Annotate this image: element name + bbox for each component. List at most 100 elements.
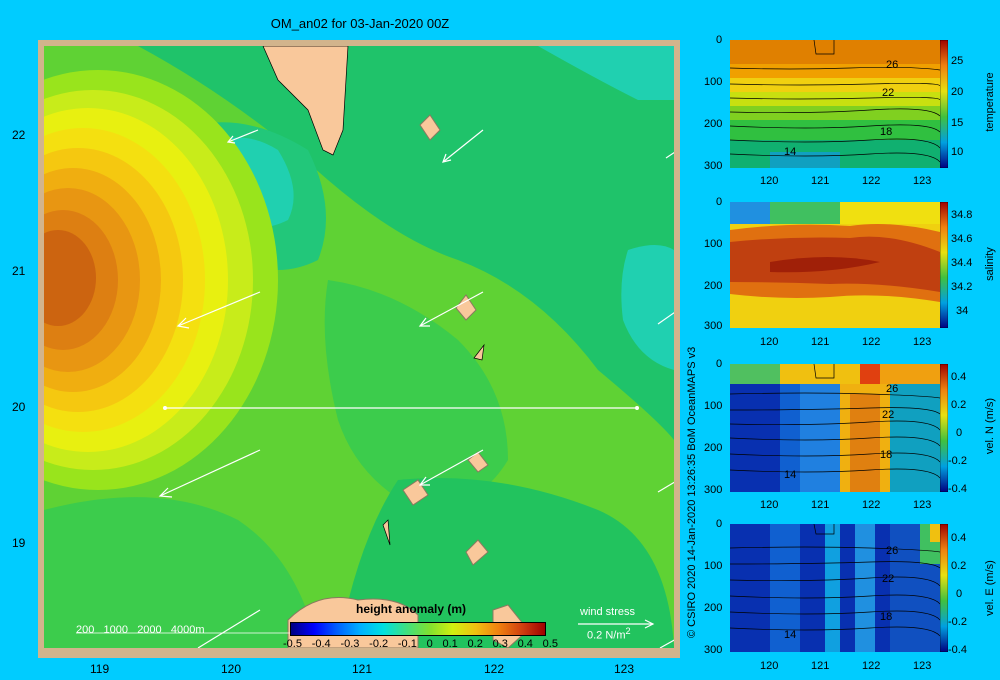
cbar-tick: 0.3 [492,638,508,650]
lat-tick-20: 20 [12,400,26,414]
cbar-tick: 0 [956,427,963,439]
lat-tick-19: 19 [12,536,26,550]
vel-north-label: vel. N (m/s) [984,397,996,455]
depth-tick: 200 [704,118,723,130]
lon-tick: 123 [913,660,932,672]
vel-east-label: vel. E (m/s) [984,560,996,616]
depth-tick: 0 [716,34,723,46]
depth-tick: 200 [704,280,723,292]
cbar-tick: -0.4 [948,644,967,656]
cbar-tick: 34.4 [951,257,973,269]
depth-tick: 300 [704,484,723,496]
cbar-tick: -0.2 [948,616,967,628]
cbar-tick: 0.2 [951,560,967,572]
cbar-tick: -0.2 [948,455,967,467]
vele-contour-26: 26 [886,545,899,557]
depth-tick: 300 [704,644,723,656]
depth-tick: 300 [704,160,723,172]
depth-tick: 100 [704,400,723,412]
cbar-tick: 20 [951,86,964,98]
cbar-tick: 0.2 [467,638,483,650]
lon-tick-122: 122 [484,662,505,676]
cbar-tick: -0.4 [948,483,967,495]
depth-4000: 4000m [170,624,205,636]
vele-contour-18: 18 [880,611,893,623]
cbar-tick: 34 [956,305,969,317]
temperature-colorbar [940,40,948,168]
cbar-tick: 25 [951,55,964,67]
cbar-tick: 15 [951,117,964,129]
colorbar-label: height anomaly (m) [356,602,467,616]
temp-contour-26: 26 [886,59,899,71]
cbar-tick: 34.8 [951,209,973,221]
wind-scale-sup: 2 [625,626,631,636]
wind-stress-arrows [158,129,674,648]
velocity-north-section [730,364,940,492]
temperature-label: temperature [984,72,996,132]
depth-1000: 1000 [103,624,129,636]
depth-tick: 0 [716,358,723,370]
temp-contour-14: 14 [784,146,797,158]
depth-tick: 100 [704,560,723,572]
salinity-colorbar [940,202,948,328]
cbar-tick: 0.4 [517,638,533,650]
lon-tick: 120 [760,336,779,348]
velocity-east-colorbar [940,524,948,652]
cbar-tick: 0.4 [951,532,967,544]
veln-contour-26: 26 [886,383,899,395]
wind-stress-scale: 0.2 N/m2 [587,626,631,642]
cbar-tick: 10 [951,146,964,158]
depth-legend: 200 1000 2000 4000m [76,624,204,636]
cbar-tick: -0.2 [369,638,389,650]
depth-tick: 200 [704,602,723,614]
lon-tick: 123 [913,175,932,187]
depth-tick: 0 [716,196,723,208]
cbar-tick: 34.2 [951,281,973,293]
depth-200: 200 [76,624,95,636]
lon-tick-119: 119 [90,662,110,676]
veln-contour-22: 22 [882,409,895,421]
depth-tick: 100 [704,238,723,250]
lon-tick: 120 [760,175,779,187]
cbar-tick: -0.3 [340,638,360,650]
lon-tick: 122 [862,499,881,511]
depth-tick: 200 [704,442,723,454]
lon-tick: 123 [913,499,932,511]
depth-tick: 0 [716,518,723,530]
cbar-tick: 0.1 [442,638,458,650]
cbar-tick: 0.2 [951,399,967,411]
map-title: OM_an02 for 03-Jan-2020 00Z [270,16,450,31]
wind-scale-value: 0.2 N/m [587,629,626,642]
lon-tick: 121 [811,175,830,187]
lon-tick: 122 [862,660,881,672]
vele-contour-22: 22 [882,573,895,585]
depth-tick: 300 [704,320,723,332]
lon-tick: 122 [862,336,881,348]
cbar-tick: 0 [956,588,963,600]
temp-contour-18: 18 [880,126,893,138]
velocity-east-section [730,524,940,652]
lon-tick: 121 [811,336,830,348]
veln-contour-14: 14 [784,469,797,481]
cbar-tick: -0.4 [311,638,331,650]
height-colorbar [290,622,546,636]
cbar-tick: 0 [426,638,433,650]
temp-contour-22: 22 [882,87,895,99]
lat-tick-21: 21 [12,264,26,278]
cbar-tick: 34.6 [951,233,973,245]
lon-tick: 121 [811,499,830,511]
lon-tick-121: 121 [352,662,373,676]
cbar-tick: 0.4 [951,371,967,383]
salinity-section [730,202,940,328]
salinity-label: salinity [984,247,996,281]
credit-text: © CSIRO 2020 14-Jan-2020 13:26:35 BoM Oc… [686,346,698,638]
wind-stress-label: wind stress [580,606,636,618]
cbar-tick: -0.1 [397,638,417,650]
lon-tick-123: 123 [614,662,635,676]
veln-contour-18: 18 [880,449,893,461]
lat-tick-22: 22 [12,128,26,142]
lon-tick: 121 [811,660,830,672]
depth-tick: 100 [704,76,723,88]
lon-tick: 122 [862,175,881,187]
depth-2000: 2000 [137,624,162,636]
